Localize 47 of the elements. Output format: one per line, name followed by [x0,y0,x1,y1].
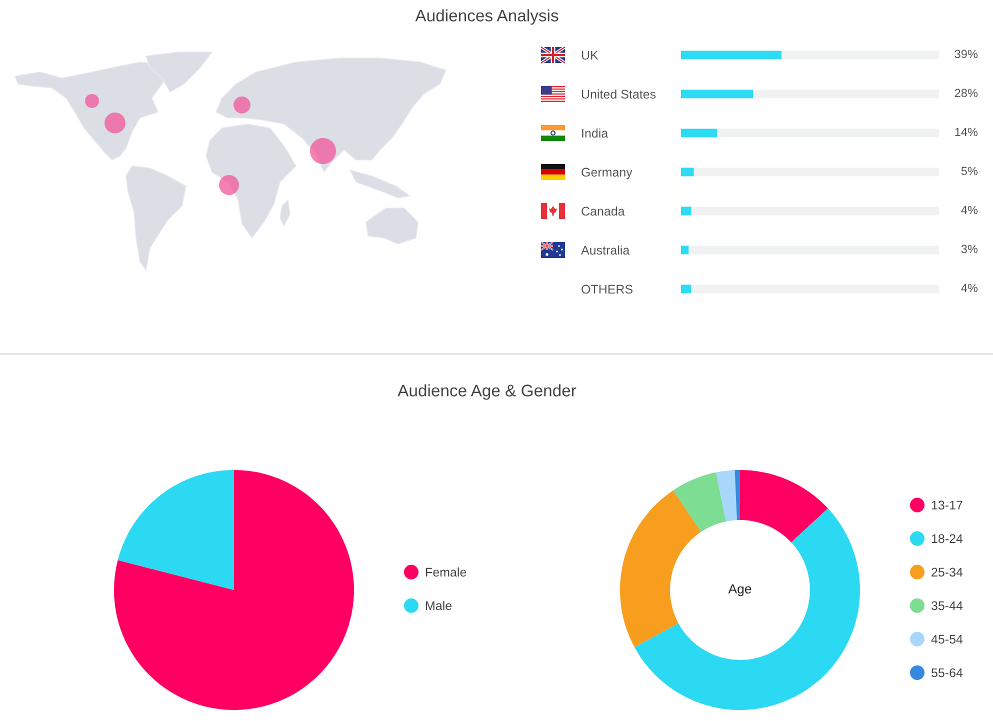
bar [694,168,939,176]
pie-slice [118,470,234,590]
data-label: 39% [954,50,978,58]
text: Age [728,584,752,596]
y-tick-label: Canada [582,206,625,216]
bar [681,128,718,138]
bar [681,284,692,294]
bar [688,246,939,254]
bar [691,206,939,216]
donut-slice [673,472,726,532]
legend-label: 18-24 [932,534,963,544]
legend-label: 45-54 [931,634,963,644]
bar [782,50,939,60]
y-tick-label: United States [582,89,656,99]
legend-label: Male [426,600,452,610]
y-tick-label: Australia [581,245,630,255]
legend-label: 13-17 [932,500,962,510]
y-tick-label: India [582,128,608,138]
bar [681,206,692,216]
legend-label: 25-34 [932,568,963,577]
data-label: 3% [961,244,978,254]
bar [691,284,939,294]
bar [681,168,694,176]
legend-label: 35-44 [931,601,963,610]
data-label: 5% [961,166,978,176]
donut-slice [634,508,860,710]
data-label: 28% [954,88,978,98]
donut-slice [740,470,828,542]
data-label: 14% [955,128,978,136]
bar [681,246,689,254]
chart-title: Audience Age & Gender [398,384,576,400]
bar [681,50,782,60]
donut-slice [620,490,702,648]
bar [717,128,939,138]
legend-label: Female [426,567,466,577]
y-tick-label: OTHERS [582,284,633,294]
bar [681,90,754,98]
donut-slice [734,470,740,520]
y-tick-label: Germany [582,168,632,180]
donut-slice [716,470,737,522]
text: Audiences Analysis [415,9,558,25]
data-label: 4% [961,206,978,214]
pie-slice [114,470,354,710]
y-tick-label: UK [582,50,598,60]
data-label: 4% [961,284,978,292]
bar [753,90,939,98]
legend-label: 55-64 [932,668,963,678]
